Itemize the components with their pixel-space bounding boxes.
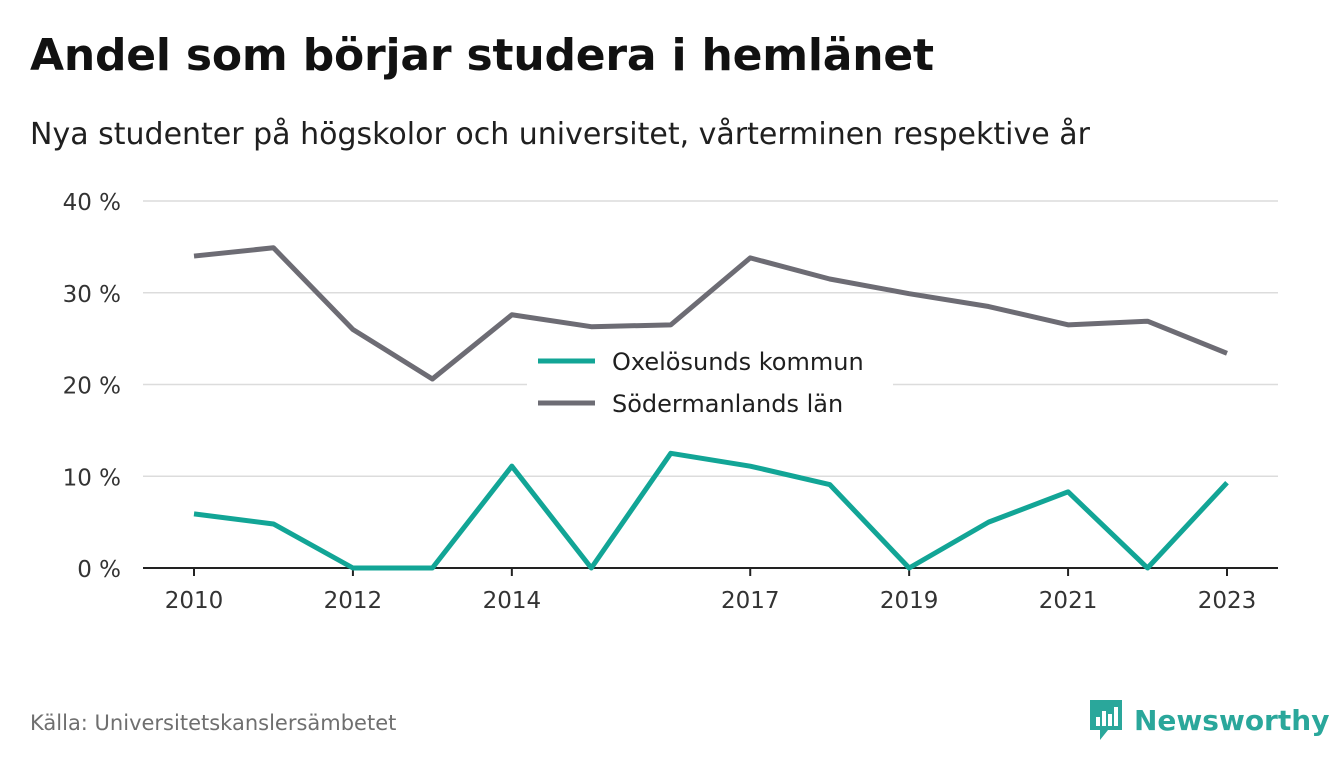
x-tick-label: 2023 — [1198, 588, 1257, 614]
brand-name: Newsworthy — [1134, 703, 1330, 737]
x-tick-label: 2014 — [483, 588, 542, 614]
legend-label: Södermanlands län — [612, 390, 843, 418]
legend-label: Oxelösunds kommun — [612, 348, 864, 376]
y-tick-label: 0 % — [77, 557, 121, 583]
source-note: Källa: Universitetskanslersämbetet — [30, 711, 397, 735]
x-tick-label: 2010 — [165, 588, 224, 614]
brand-logo: Newsworthy — [1088, 698, 1329, 742]
x-tick-label: 2021 — [1039, 588, 1098, 614]
series-line-0 — [193, 450, 1229, 571]
x-tick-label: 2019 — [880, 588, 939, 614]
x-axis: 2010 2012 2014 2017 2019 2021 2023 — [143, 567, 1278, 614]
grid-lines — [143, 200, 1278, 477]
chart-title: Andel som börjar studera i hemlänet — [30, 30, 934, 81]
series-lines — [193, 245, 1229, 571]
x-tick-label: 2017 — [721, 588, 780, 614]
y-tick-label: 40 % — [63, 190, 121, 216]
legend-background — [527, 339, 893, 431]
legend: Oxelösunds kommun Södermanlands län — [527, 339, 893, 431]
x-tick-label: 2012 — [324, 588, 383, 614]
series-line-1 — [193, 245, 1228, 382]
chart-subtitle: Nya studenter på högskolor och universit… — [30, 117, 1090, 152]
y-tick-label: 30 % — [63, 282, 121, 308]
y-tick-label: 20 % — [63, 374, 121, 400]
y-axis-labels: 0 % 10 % 20 % 30 % 40 % — [63, 190, 121, 583]
y-tick-label: 10 % — [63, 465, 121, 491]
newsworthy-chart-bubble-icon — [1090, 700, 1122, 740]
